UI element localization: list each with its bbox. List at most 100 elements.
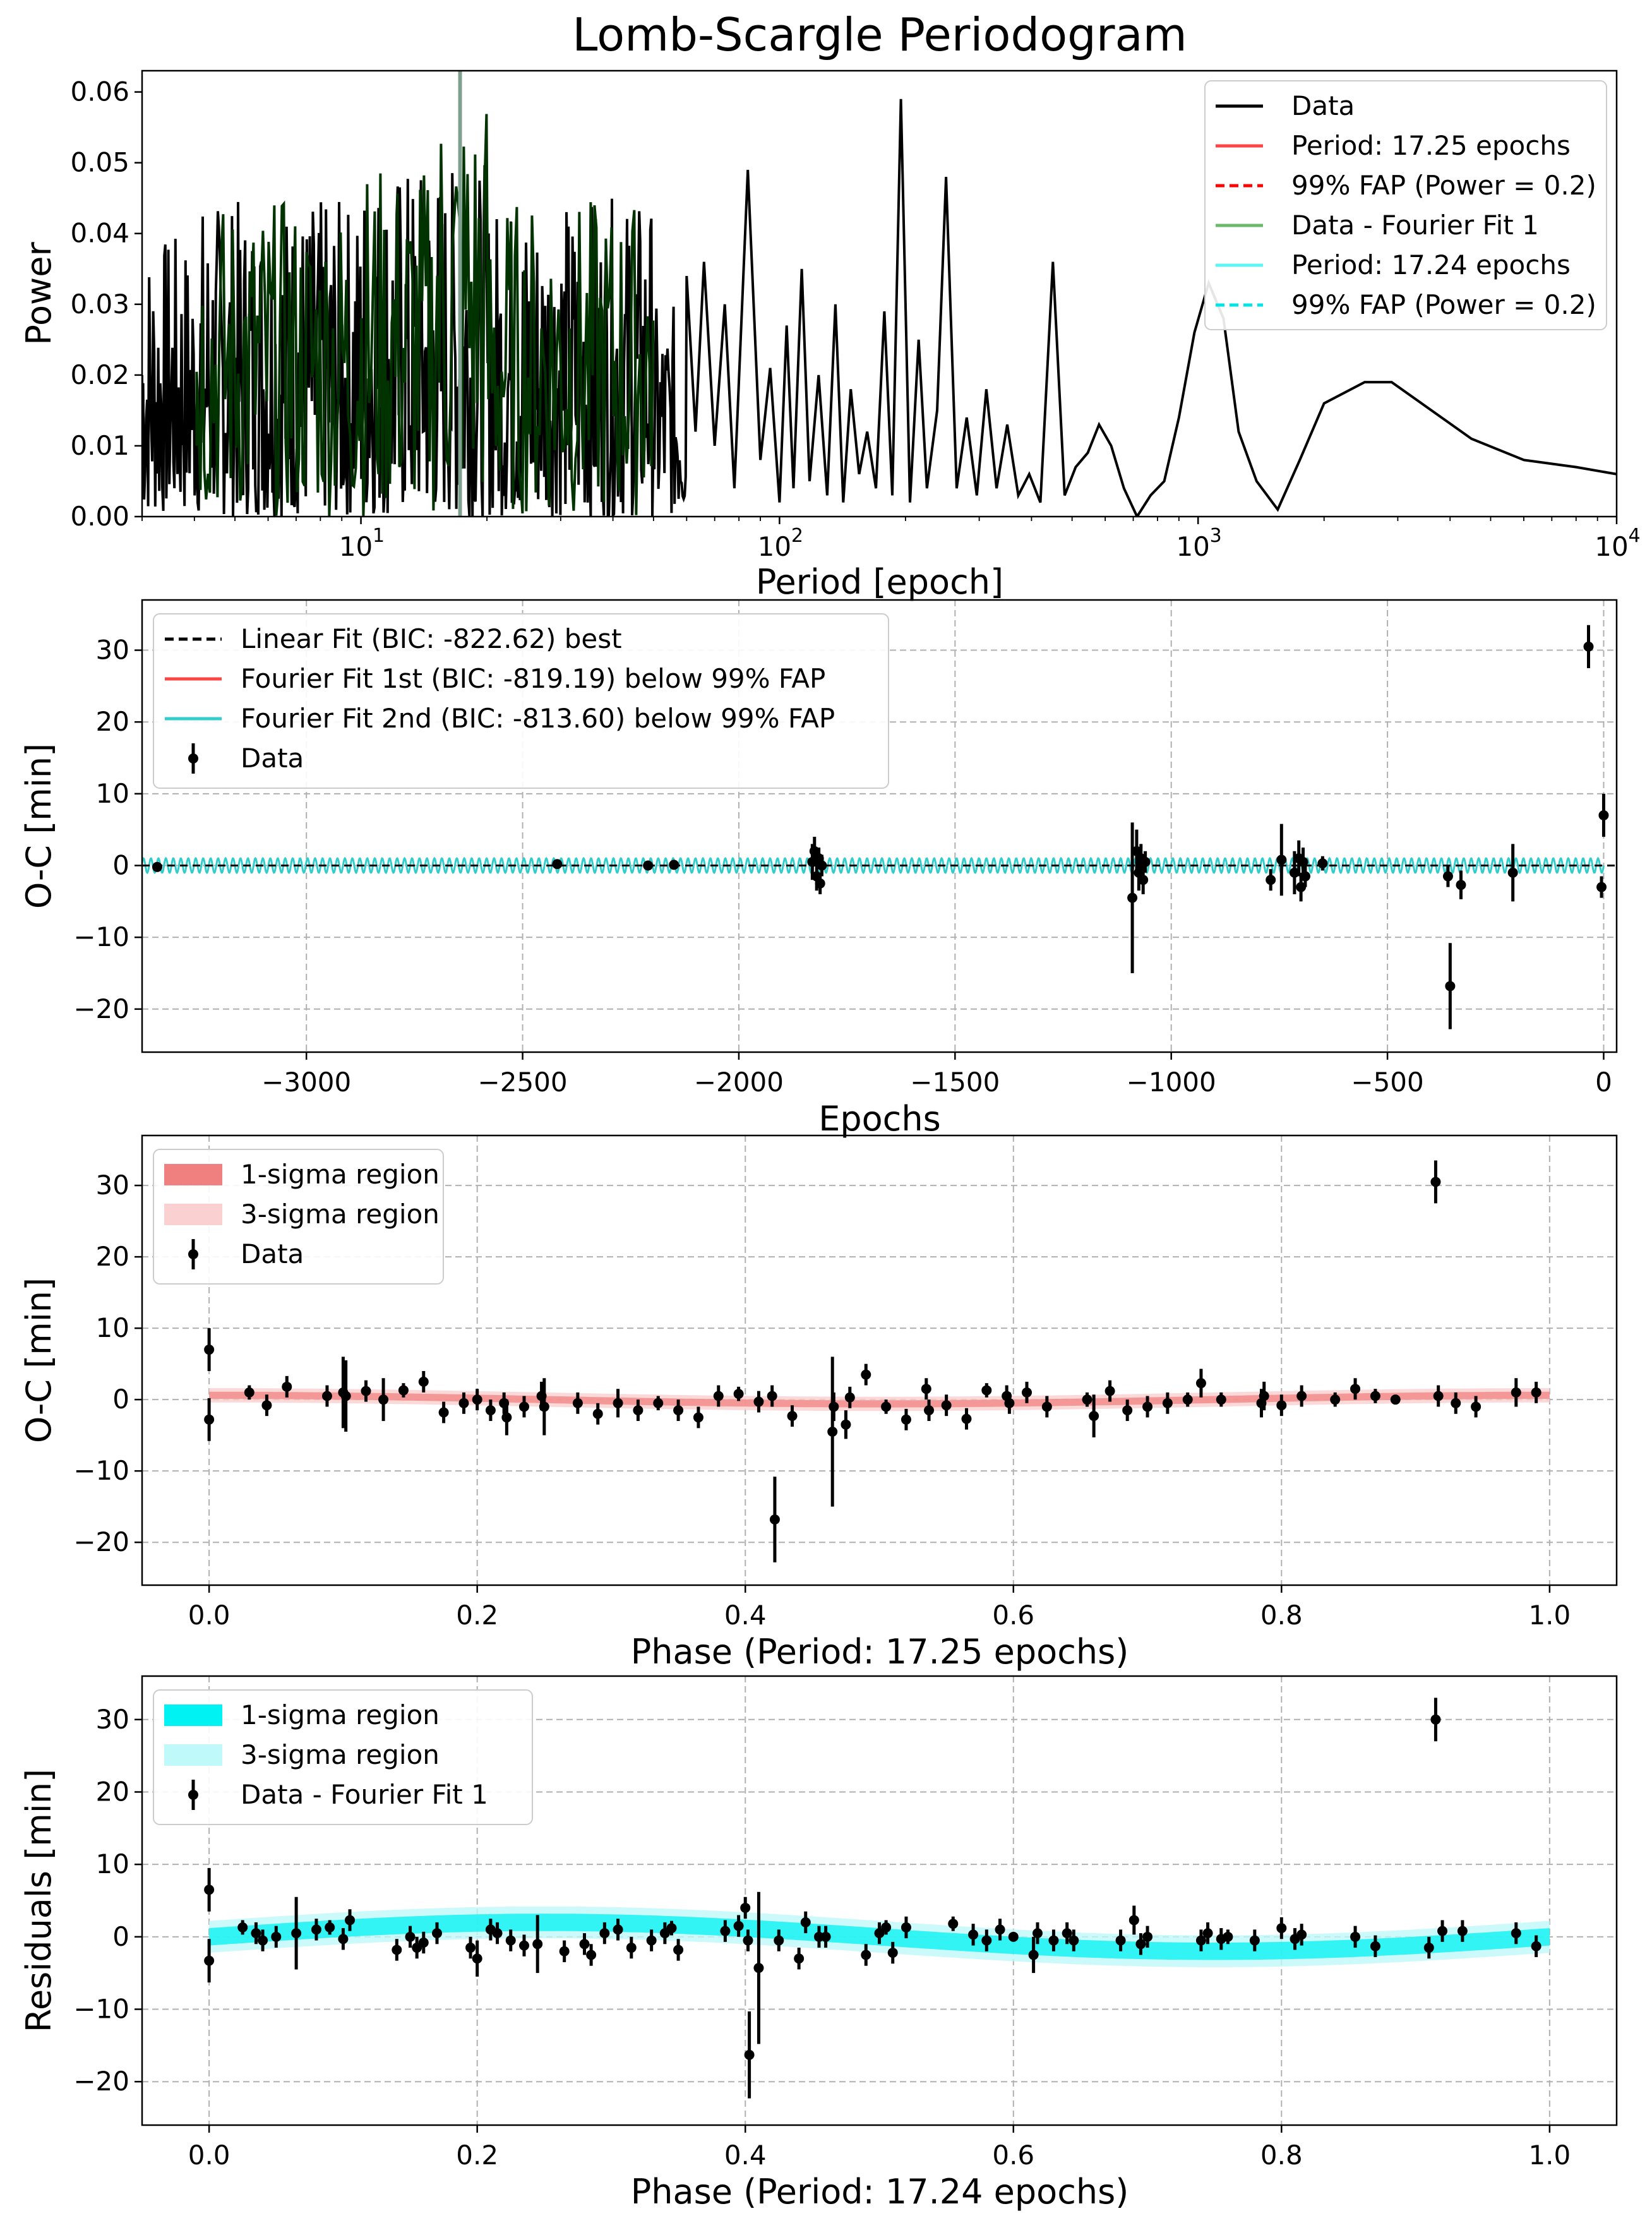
data-point (1317, 858, 1328, 869)
oc-phase-panel: −20 −10 0 10 20 30 0.0 0.2 0.4 0.6 0.8 1.0 Phase (Pe… (19, 1134, 1618, 1672)
legend: 1-sigma region 3-sigma region Data - Fouri… (153, 1689, 533, 1825)
data-point (586, 1950, 597, 1960)
data-point (1266, 875, 1276, 885)
data-point (1289, 867, 1300, 878)
legend-label: 1-sigma region (241, 1699, 440, 1730)
data-point (1104, 1386, 1115, 1396)
legend-label: Fourier Fit 1st (BIC: -819.19) below 99%… (241, 663, 825, 694)
legend-box (153, 1149, 444, 1285)
data-point (827, 1427, 838, 1437)
data-point (361, 1386, 371, 1396)
data-point (1128, 1915, 1139, 1926)
y-tick-label: 0.01 (70, 430, 129, 461)
data-point (204, 1955, 215, 1966)
legend-label: Data - Fourier Fit 1 (241, 1779, 488, 1810)
data-point (532, 1939, 543, 1950)
data-point (995, 1924, 1005, 1935)
y-tick-label: −10 (73, 1994, 129, 2025)
data-point (787, 1411, 798, 1422)
data-point (1068, 1935, 1079, 1946)
data-point (753, 1396, 764, 1407)
plot-area (142, 71, 1617, 517)
legend-label: Fourier Fit 2nd (BIC: -813.60) below 99%… (241, 703, 835, 734)
data-point (1433, 1391, 1444, 1401)
data-point (492, 1928, 503, 1939)
data-point (539, 1401, 549, 1412)
data-point (572, 1398, 583, 1408)
data-point (1430, 1714, 1441, 1725)
legend-label: Data (241, 1238, 304, 1269)
data-point (1298, 856, 1308, 867)
data-point (1451, 1398, 1461, 1408)
data-point (643, 860, 654, 871)
data-point (1195, 1935, 1206, 1946)
y-tick-label: 10 (96, 1849, 129, 1879)
data-point (472, 1394, 482, 1405)
data-point (1598, 810, 1609, 820)
legend-swatch (164, 1705, 222, 1726)
data-point (345, 1915, 356, 1926)
data-point (1457, 1926, 1468, 1936)
data-point (485, 1405, 496, 1416)
data-point (1135, 1939, 1146, 1950)
data-point (271, 1931, 282, 1942)
x-axis-label: Period [epoch] (756, 562, 1003, 602)
data-point (744, 2049, 755, 2060)
data-point (613, 1398, 623, 1408)
data-point (518, 1940, 529, 1951)
data-point (1511, 1928, 1521, 1939)
data-point (1122, 1405, 1133, 1416)
data-point (941, 1400, 952, 1411)
y-tick-label: 0.02 (70, 359, 129, 390)
data-point (720, 1926, 731, 1936)
data-point (501, 1412, 512, 1423)
y-tick-label: 30 (96, 1170, 129, 1201)
data-point (673, 1944, 684, 1955)
data-point (881, 1401, 892, 1412)
legend-label: Data - Fourier Fit 1 (1291, 210, 1539, 241)
axes-frame (141, 69, 1618, 518)
data-point (1162, 1398, 1173, 1408)
data-point (405, 1931, 416, 1942)
data-point (244, 1387, 254, 1398)
legend-box (153, 1689, 533, 1825)
data-point (844, 1392, 855, 1403)
data-point (1276, 854, 1287, 865)
y-tick-label: 0.05 (70, 147, 129, 178)
data-point (1202, 1928, 1213, 1939)
data-point (291, 1928, 302, 1939)
x-tick-label: 0.6 (992, 2140, 1034, 2171)
data-point (599, 1928, 610, 1939)
data-point (1138, 875, 1149, 885)
x-axis-label: Epochs (818, 1099, 940, 1139)
x-tick-exponent: 4 (1628, 525, 1640, 547)
data-point (1390, 1394, 1401, 1405)
x-tick-label: 1.0 (1528, 2140, 1571, 2171)
y-tick-label: 20 (96, 1241, 129, 1272)
data-point (901, 1922, 911, 1932)
legend-swatch (164, 1744, 222, 1766)
legend-marker (188, 1790, 198, 1800)
legend-label: 3-sigma region (241, 1739, 440, 1770)
data-point (769, 1514, 780, 1525)
data-point (1259, 1391, 1269, 1401)
data-point (1350, 1384, 1361, 1394)
data-point (1127, 892, 1138, 903)
data-point (733, 1389, 744, 1399)
data-point (418, 1376, 429, 1387)
data-point (815, 878, 825, 889)
y-tick-label: 30 (96, 1704, 129, 1735)
y-tick-label: 0.03 (70, 289, 129, 320)
x-tick-label: −3000 (261, 1067, 351, 1098)
legend-swatch (164, 1164, 222, 1185)
data-point (398, 1385, 409, 1396)
y-tick-label: 30 (96, 635, 129, 666)
data-point (1370, 1941, 1380, 1951)
fourier-fit-line (142, 856, 1605, 875)
data-point (311, 1924, 321, 1935)
data-point (432, 1928, 442, 1939)
y-tick-label: 0 (112, 850, 129, 881)
data-point (861, 1950, 871, 1960)
data-point (968, 1929, 979, 1940)
data-point (874, 1928, 885, 1939)
